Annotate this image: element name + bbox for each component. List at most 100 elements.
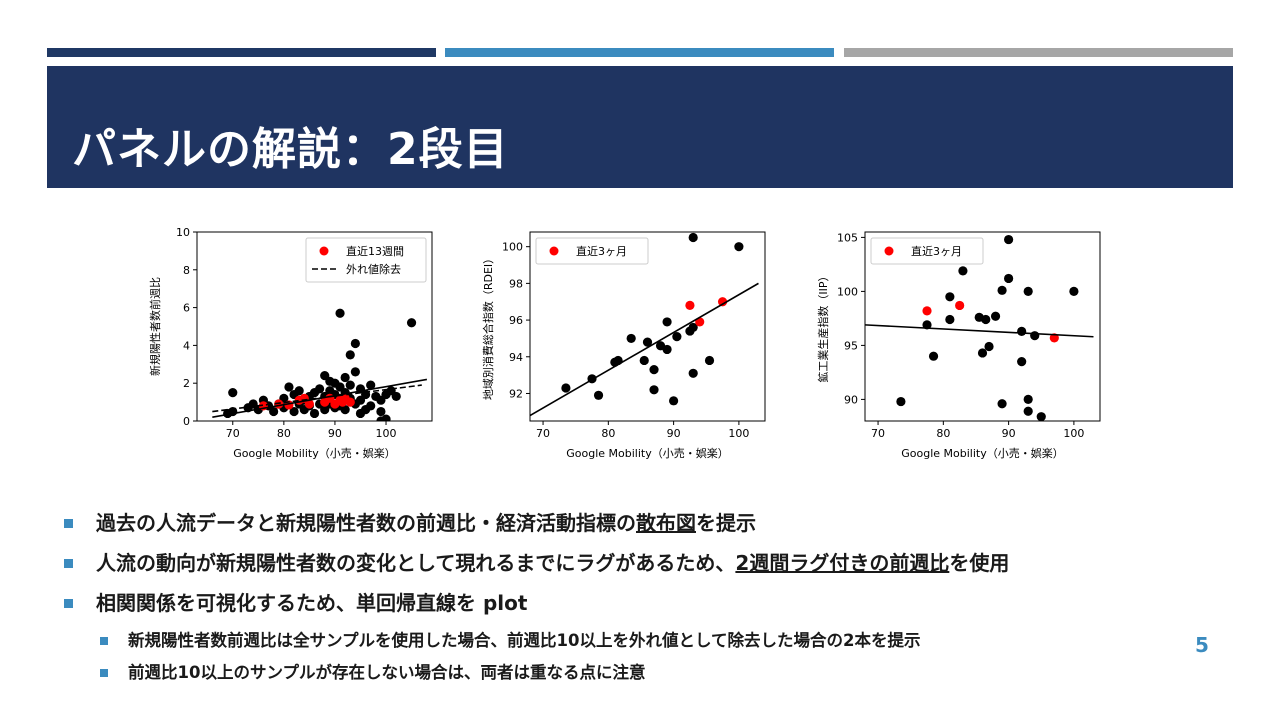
data-point [734, 242, 744, 252]
data-point [896, 396, 906, 407]
legend-label: 直近3ヶ月 [576, 244, 627, 258]
legend-label: 直近13週間 [346, 244, 404, 258]
y-tick-label: 96 [509, 314, 523, 327]
legend-box [535, 237, 649, 265]
data-point [922, 320, 932, 330]
data-point [1004, 273, 1014, 284]
x-tick-label: 70 [226, 427, 240, 440]
data-point [649, 385, 659, 395]
y-axis-label: 鉱工業生産指数（IIP） [816, 270, 830, 382]
x-tick-label: 70 [871, 427, 885, 440]
data-point [284, 382, 294, 392]
data-point [561, 383, 571, 393]
data-point [593, 390, 604, 400]
accent-bar-dark [47, 48, 436, 57]
bullet-text: 相関関係を可視化するため、単回帰直線を plot [96, 591, 528, 615]
x-tick-label: 90 [1002, 427, 1016, 440]
legend: 直近3ヶ月 [870, 237, 984, 265]
data-point [406, 318, 417, 328]
recent-point [304, 399, 314, 409]
data-point [945, 314, 955, 325]
data-point [958, 266, 968, 276]
data-layer [212, 308, 428, 421]
y-tick-label: 2 [183, 377, 190, 390]
page-number: 5 [1195, 633, 1209, 657]
data-point [977, 348, 988, 358]
scatter-chart-iip: 70 80 90 100 90 95 100 105 Google Mobility（小売・娯楽… [816, 231, 1101, 460]
y-tick-label: 6 [183, 302, 190, 315]
data-point [981, 314, 991, 325]
data-point [669, 396, 679, 406]
data-point [642, 337, 653, 347]
y-axis-label: 地域別消費総合指数（RDEI） [481, 253, 495, 400]
bullet-text: 前週比10以上のサンプルが存在しない場合は、両者は重なる点に注意 [128, 663, 646, 682]
x-tick-label: 100 [1063, 427, 1084, 440]
regression-line-outlier-removed [212, 384, 422, 413]
bullet-text-emphasis: 2週間ラグ付きの前週比 [735, 551, 950, 575]
bullet-list: 過去の人流データと新規陽性者数の前週比・経済活動指標の散布図を提示 人流の動向が新… [60, 508, 1220, 692]
x-tick-label: 100 [376, 427, 397, 440]
y-tick-label: 90 [844, 393, 858, 406]
data-point [1023, 286, 1033, 296]
data-point [340, 372, 350, 383]
regression-line [865, 324, 1094, 338]
bullet-item: 過去の人流データと新規陽性者数の前週比・経済活動指標の散布図を提示 [60, 508, 1220, 548]
bullet-text: を使用 [949, 551, 1010, 575]
x-axis-label: Google Mobility（小売・娯楽） [566, 446, 728, 460]
data-point [350, 367, 360, 377]
bullet-marker-icon [64, 519, 73, 528]
data-point [366, 380, 376, 390]
data-point [289, 406, 299, 417]
data-point [340, 405, 350, 415]
slide-title: パネルの解説：2段目 [72, 124, 509, 175]
y-tick-label: 98 [509, 277, 523, 290]
sub-bullet-item: 前週比10以上のサンプルが存在しない場合は、両者は重なる点に注意 [60, 660, 1220, 692]
x-axis-label: Google Mobility（小売・娯楽） [233, 446, 395, 460]
recent-point [955, 300, 965, 311]
recent-point [717, 297, 728, 307]
bullet-text-emphasis: 散布図 [636, 511, 696, 535]
data-point [309, 408, 320, 419]
data-point [662, 317, 672, 327]
data-point [1023, 394, 1033, 404]
sub-bullet-item: 新規陽性者数前週比は全サンプルを使用した場合、前週比10以上を外れ値として除去し… [60, 628, 1220, 660]
data-point [315, 384, 325, 394]
title-banner [47, 66, 1233, 188]
data-point [269, 406, 279, 417]
x-tick-label: 70 [536, 427, 550, 440]
bullet-text: 新規陽性者数前週比は全サンプルを使用した場合、前週比10以上を外れ値として除去し… [128, 631, 921, 650]
plot-area: 70 80 90 100 0 2 4 6 8 10 Google Mobility（小売・娯楽） 新規… [148, 226, 433, 460]
data-point [345, 350, 355, 360]
data-point [1069, 286, 1079, 296]
regression-line [530, 282, 759, 417]
recent-point [922, 306, 932, 316]
y-tick-label: 4 [183, 339, 190, 352]
bullet-marker-icon [64, 559, 73, 568]
data-point [928, 351, 939, 361]
y-tick-label: 95 [844, 339, 858, 352]
y-tick-label: 10 [176, 226, 190, 239]
data-point [704, 355, 715, 366]
data-point [990, 311, 1001, 321]
y-tick-label: 0 [183, 415, 190, 428]
data-point [626, 333, 636, 344]
data-point [672, 331, 682, 342]
bullet-item: 人流の動向が新規陽性者数の変化として現れるまでにラグがあるため、2週間ラグ付きの… [60, 548, 1220, 588]
x-tick-label: 80 [936, 427, 950, 440]
scatter-chart-new-cases: 70 80 90 100 0 2 4 6 8 10 Google Mobility（小売・娯楽） 新規… [148, 226, 433, 460]
bullet-marker-icon [100, 637, 108, 645]
legend-marker-icon [319, 246, 329, 256]
legend-label: 外れ値除去 [346, 262, 401, 276]
data-point [984, 341, 994, 352]
data-layer [530, 232, 759, 417]
y-tick-label: 92 [509, 387, 523, 400]
accent-bar-gray [844, 48, 1233, 57]
recent-point [345, 397, 355, 407]
legend: 直近3ヶ月 [535, 237, 649, 265]
data-point [1023, 406, 1033, 416]
x-tick-label: 90 [667, 427, 681, 440]
bullet-marker-icon [100, 669, 108, 677]
legend-marker-icon [884, 246, 894, 256]
